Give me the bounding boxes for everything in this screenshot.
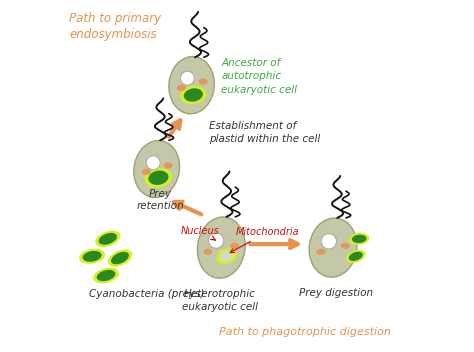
- Text: Path to phagotrophic digestion: Path to phagotrophic digestion: [219, 327, 391, 337]
- Ellipse shape: [111, 252, 129, 264]
- Ellipse shape: [346, 250, 365, 263]
- Ellipse shape: [134, 140, 180, 197]
- Text: Prey digestion: Prey digestion: [300, 288, 374, 298]
- Ellipse shape: [316, 249, 325, 255]
- Ellipse shape: [199, 78, 208, 85]
- Ellipse shape: [82, 251, 101, 262]
- Ellipse shape: [164, 162, 173, 169]
- Ellipse shape: [79, 249, 105, 264]
- Text: Cyanobacteria (preys): Cyanobacteria (preys): [89, 289, 204, 300]
- Ellipse shape: [349, 233, 369, 245]
- Ellipse shape: [309, 218, 357, 277]
- Ellipse shape: [145, 168, 172, 188]
- Ellipse shape: [95, 231, 120, 247]
- Text: Path to primary
endosymbiosis: Path to primary endosymbiosis: [69, 12, 162, 41]
- Ellipse shape: [230, 243, 239, 249]
- Ellipse shape: [352, 235, 366, 243]
- Ellipse shape: [108, 250, 132, 267]
- Ellipse shape: [148, 171, 168, 185]
- Ellipse shape: [169, 57, 214, 114]
- Text: Heterotrophic
eukaryotic cell: Heterotrophic eukaryotic cell: [182, 289, 257, 312]
- Ellipse shape: [341, 243, 350, 249]
- Ellipse shape: [142, 169, 151, 175]
- Ellipse shape: [203, 249, 212, 255]
- Ellipse shape: [99, 233, 117, 245]
- Ellipse shape: [97, 270, 115, 281]
- Ellipse shape: [146, 156, 160, 170]
- Text: Ancestor of
autotrophic
eukaryotic cell: Ancestor of autotrophic eukaryotic cell: [221, 58, 297, 95]
- Text: Prey
retention: Prey retention: [137, 189, 184, 211]
- Ellipse shape: [181, 71, 194, 85]
- Ellipse shape: [349, 252, 363, 261]
- Ellipse shape: [197, 217, 245, 278]
- Text: Establishment of
plastid within the cell: Establishment of plastid within the cell: [209, 121, 320, 144]
- Ellipse shape: [93, 268, 119, 283]
- Text: Nucleus: Nucleus: [181, 226, 220, 240]
- Ellipse shape: [216, 248, 237, 264]
- Text: Mitochondria: Mitochondria: [230, 227, 299, 253]
- Ellipse shape: [219, 251, 234, 262]
- Ellipse shape: [180, 86, 207, 104]
- Ellipse shape: [321, 234, 337, 249]
- Ellipse shape: [209, 233, 224, 248]
- Ellipse shape: [177, 85, 186, 91]
- Ellipse shape: [184, 88, 203, 102]
